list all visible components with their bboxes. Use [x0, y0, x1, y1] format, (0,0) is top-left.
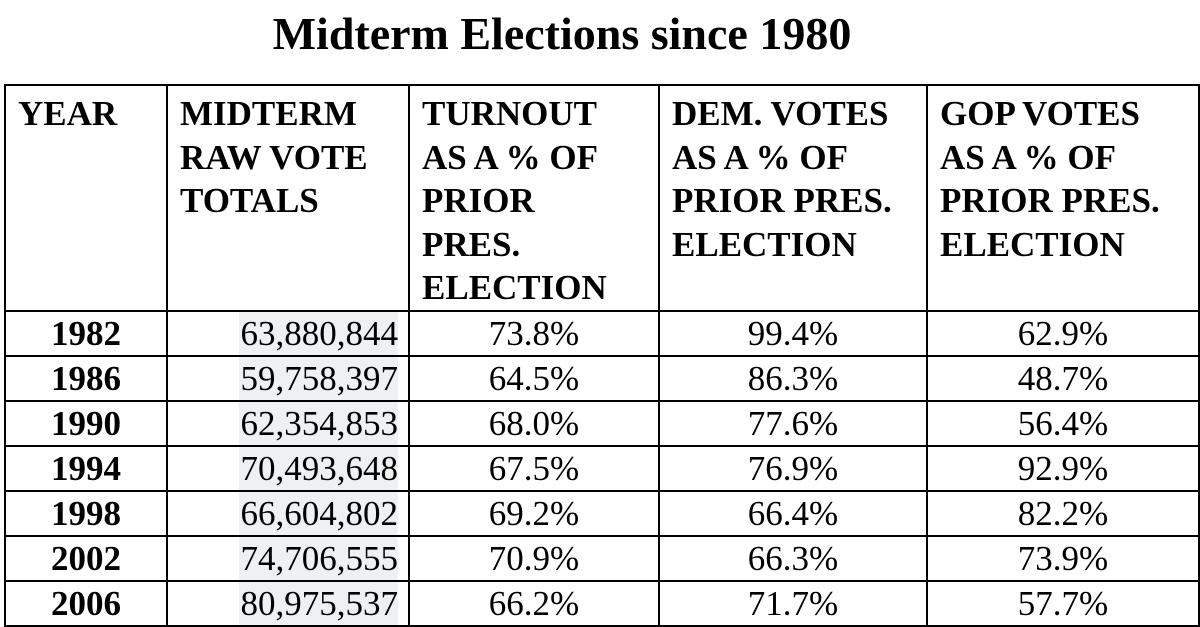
table-row: 1998 66,604,802 69.2% 66.4% 82.2% — [4, 489, 1200, 537]
table-row: 1994 70,493,648 67.5% 76.9% 92.9% — [4, 444, 1200, 492]
header-line: AS A % OF — [672, 137, 849, 177]
gop-votes-cell: 56.4% — [926, 399, 1200, 447]
turnout-cell: 73.8% — [408, 309, 660, 357]
midterm-elections-table: YEAR MIDTERM RAW VOTE TOTALS TURNOUT AS … — [4, 84, 1200, 627]
turnout-cell: 70.9% — [408, 534, 660, 582]
header-dem-votes: DEM. VOTES AS A % OF PRIOR PRES. ELECTIO… — [658, 84, 928, 312]
turnout-cell: 68.0% — [408, 399, 660, 447]
header-line: TURNOUT — [422, 94, 598, 133]
raw-vote-value: 74,706,555 — [238, 537, 398, 579]
header-raw-vote-totals: MIDTERM RAW VOTE TOTALS — [166, 84, 410, 312]
gop-votes-cell: 48.7% — [926, 354, 1200, 402]
turnout-cell: 64.5% — [408, 354, 660, 402]
raw-vote-cell: 80,975,537 — [166, 579, 410, 627]
header-line: ELECTION — [940, 224, 1125, 264]
year-cell: 1982 — [4, 309, 168, 357]
header-line: DEM. VOTES — [672, 94, 889, 133]
gop-votes-cell: 82.2% — [926, 489, 1200, 537]
raw-vote-value: 59,758,397 — [238, 357, 398, 399]
header-line: GOP VOTES — [940, 94, 1140, 133]
header-line: AS A % OF — [940, 137, 1117, 177]
turnout-cell: 67.5% — [408, 444, 660, 492]
year-cell: 2002 — [4, 534, 168, 582]
gop-votes-cell: 73.9% — [926, 534, 1200, 582]
raw-vote-cell: 70,493,648 — [166, 444, 410, 492]
raw-vote-value: 62,354,853 — [238, 402, 398, 444]
header-turnout: TURNOUT AS A % OF PRIOR PRES. ELECTION — [408, 84, 660, 312]
header-year: YEAR — [4, 84, 168, 312]
table-row: 2006 80,975,537 66.2% 71.7% 57.7% — [4, 579, 1200, 627]
raw-vote-cell: 74,706,555 — [166, 534, 410, 582]
dem-votes-cell: 71.7% — [658, 579, 928, 627]
raw-vote-cell: 63,880,844 — [166, 309, 410, 357]
raw-vote-cell: 59,758,397 — [166, 354, 410, 402]
header-line: AS A % OF — [422, 137, 599, 177]
raw-vote-value: 63,880,844 — [238, 312, 398, 354]
year-cell: 1990 — [4, 399, 168, 447]
gop-votes-cell: 57.7% — [926, 579, 1200, 627]
header-gop-votes: GOP VOTES AS A % OF PRIOR PRES. ELECTION — [926, 84, 1200, 312]
year-cell: 1994 — [4, 444, 168, 492]
dem-votes-cell: 66.3% — [658, 534, 928, 582]
raw-vote-value: 70,493,648 — [238, 447, 398, 489]
dem-votes-cell: 66.4% — [658, 489, 928, 537]
header-row: YEAR MIDTERM RAW VOTE TOTALS TURNOUT AS … — [4, 84, 1200, 312]
table-row: 1986 59,758,397 64.5% 86.3% 48.7% — [4, 354, 1200, 402]
header-line: ELECTION — [422, 268, 607, 307]
dem-votes-cell: 77.6% — [658, 399, 928, 447]
header-line: PRIOR — [422, 181, 535, 220]
raw-vote-cell: 66,604,802 — [166, 489, 410, 537]
table-row: 1990 62,354,853 68.0% 77.6% 56.4% — [4, 399, 1200, 447]
raw-vote-cell: 62,354,853 — [166, 399, 410, 447]
gop-votes-cell: 62.9% — [926, 309, 1200, 357]
raw-vote-value: 66,604,802 — [238, 492, 398, 534]
header-line: MIDTERM — [180, 94, 357, 133]
header-line: TOTALS — [180, 181, 319, 220]
header-line: PRIOR PRES. — [672, 181, 892, 220]
page-title: Midterm Elections since 1980 — [272, 8, 852, 59]
header-line: PRIOR PRES. — [940, 181, 1160, 220]
year-cell: 2006 — [4, 579, 168, 627]
year-cell: 1986 — [4, 354, 168, 402]
dem-votes-cell: 76.9% — [658, 444, 928, 492]
gop-votes-cell: 92.9% — [926, 444, 1200, 492]
year-cell: 1998 — [4, 489, 168, 537]
table-row: 2002 74,706,555 70.9% 66.3% 73.9% — [4, 534, 1200, 582]
table-row: 1982 63,880,844 73.8% 99.4% 62.9% — [4, 309, 1200, 357]
header-line: PRES. — [422, 224, 521, 264]
turnout-cell: 66.2% — [408, 579, 660, 627]
header-line: YEAR — [18, 94, 118, 133]
dem-votes-cell: 99.4% — [658, 309, 928, 357]
dem-votes-cell: 86.3% — [658, 354, 928, 402]
header-line: RAW VOTE — [180, 137, 368, 177]
turnout-cell: 69.2% — [408, 489, 660, 537]
raw-vote-value: 80,975,537 — [238, 582, 398, 624]
header-line: ELECTION — [672, 224, 857, 264]
